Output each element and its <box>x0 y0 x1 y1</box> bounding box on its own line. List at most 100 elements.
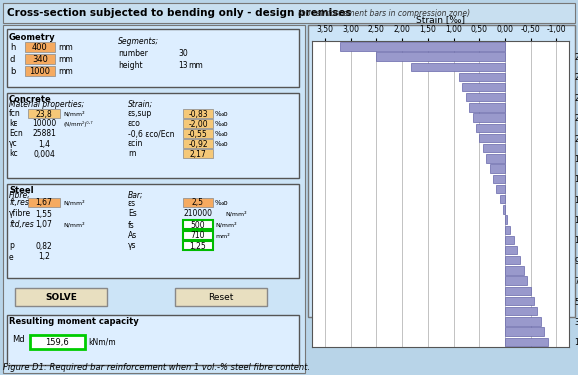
Text: ftd,res: ftd,res <box>9 220 34 230</box>
Bar <box>505 276 527 285</box>
Text: Steel: Steel <box>9 186 34 195</box>
FancyBboxPatch shape <box>183 129 213 138</box>
Text: ‰o: ‰o <box>215 141 229 147</box>
Text: -0,83: -0,83 <box>188 110 208 118</box>
FancyBboxPatch shape <box>25 42 55 52</box>
Bar <box>505 215 506 224</box>
Text: 1,25: 1,25 <box>190 242 206 250</box>
Bar <box>486 154 505 163</box>
FancyBboxPatch shape <box>183 220 213 229</box>
Text: (N/mm²)⁰⋅⁷: (N/mm²)⁰⋅⁷ <box>63 121 92 127</box>
Bar <box>473 114 505 122</box>
FancyBboxPatch shape <box>183 139 213 148</box>
Text: -2,00: -2,00 <box>188 120 208 129</box>
Text: 2,17: 2,17 <box>190 150 206 159</box>
Text: γs: γs <box>128 242 136 250</box>
Text: Reset: Reset <box>208 292 234 302</box>
Text: εco: εco <box>128 120 141 129</box>
Bar <box>503 205 505 213</box>
Bar <box>505 307 538 315</box>
Text: εs: εs <box>128 198 136 207</box>
Text: Md: Md <box>12 336 24 345</box>
Bar <box>505 246 517 254</box>
Text: Es: Es <box>128 210 137 219</box>
Bar <box>505 338 548 346</box>
Text: 1,07: 1,07 <box>36 220 53 230</box>
Text: 2,5: 2,5 <box>192 198 204 207</box>
Text: 1,55: 1,55 <box>36 210 53 219</box>
FancyBboxPatch shape <box>28 198 60 207</box>
FancyBboxPatch shape <box>30 335 85 349</box>
Text: 13: 13 <box>178 60 188 69</box>
Text: h: h <box>10 42 16 51</box>
Text: 23,8: 23,8 <box>36 110 53 118</box>
Bar <box>411 63 505 71</box>
FancyBboxPatch shape <box>183 198 213 207</box>
Text: Strain;: Strain; <box>128 100 153 109</box>
X-axis label: Strain [‰]: Strain [‰] <box>416 15 465 24</box>
Text: fs: fs <box>128 220 135 230</box>
Bar <box>483 144 505 152</box>
Bar <box>505 225 510 234</box>
Bar <box>497 185 505 193</box>
Text: height: height <box>118 60 143 69</box>
FancyBboxPatch shape <box>25 66 55 76</box>
FancyBboxPatch shape <box>28 109 60 118</box>
Text: N/mm²: N/mm² <box>63 111 84 117</box>
Text: 25881: 25881 <box>32 129 56 138</box>
FancyBboxPatch shape <box>183 231 213 240</box>
Bar <box>505 317 541 326</box>
Bar <box>462 83 505 91</box>
Text: -0,92: -0,92 <box>188 140 208 148</box>
Bar <box>466 93 505 102</box>
FancyBboxPatch shape <box>183 241 213 250</box>
Text: -0,6 εco/Ecn: -0,6 εco/Ecn <box>128 129 175 138</box>
FancyBboxPatch shape <box>7 315 299 365</box>
Text: Figure D1: Required bar reinforcement when 1 vol.-% steel fibre content.: Figure D1: Required bar reinforcement wh… <box>3 363 310 372</box>
Text: 0,004: 0,004 <box>33 150 55 159</box>
Text: mm: mm <box>58 42 73 51</box>
Text: e: e <box>9 252 14 261</box>
Text: 500: 500 <box>191 220 205 230</box>
Bar <box>505 266 524 274</box>
Text: γfibre: γfibre <box>9 210 31 219</box>
Text: m: m <box>128 150 135 159</box>
Text: kc: kc <box>9 150 17 159</box>
Bar <box>340 42 505 51</box>
Text: ‰o: ‰o <box>215 121 229 127</box>
Text: SOLVE: SOLVE <box>45 292 77 302</box>
FancyBboxPatch shape <box>7 93 299 178</box>
Text: kᴇ: kᴇ <box>9 120 17 129</box>
Text: mm²: mm² <box>215 234 229 238</box>
Text: ‰o: ‰o <box>215 200 229 206</box>
Bar <box>476 124 505 132</box>
Text: mm: mm <box>58 54 73 63</box>
Text: Resulting moment capacity: Resulting moment capacity <box>9 317 139 326</box>
Text: Concrete: Concrete <box>9 95 52 104</box>
Text: γc: γc <box>9 140 17 148</box>
FancyBboxPatch shape <box>25 54 55 64</box>
Bar <box>500 195 505 203</box>
FancyBboxPatch shape <box>308 25 575 317</box>
Text: number: number <box>118 48 148 57</box>
Text: 0,82: 0,82 <box>36 242 53 250</box>
Text: -0,55: -0,55 <box>188 129 208 138</box>
Bar <box>376 53 505 61</box>
Text: 30: 30 <box>178 48 188 57</box>
Bar <box>469 103 505 112</box>
Text: 710: 710 <box>191 231 205 240</box>
FancyBboxPatch shape <box>7 29 299 87</box>
Text: kNm/m: kNm/m <box>88 338 116 346</box>
Text: Material properties;: Material properties; <box>9 100 84 109</box>
Text: 10000: 10000 <box>32 120 56 129</box>
Text: 400: 400 <box>32 42 48 51</box>
Text: fcn: fcn <box>9 110 21 118</box>
Text: 159,6: 159,6 <box>45 338 69 346</box>
Text: N/mm²: N/mm² <box>63 200 84 206</box>
Text: p: p <box>9 242 14 250</box>
FancyBboxPatch shape <box>183 149 213 158</box>
Text: εs,sup: εs,sup <box>128 110 152 118</box>
Text: N/mm²: N/mm² <box>215 222 236 228</box>
Text: mm: mm <box>188 60 203 69</box>
Text: Ecn: Ecn <box>9 129 23 138</box>
